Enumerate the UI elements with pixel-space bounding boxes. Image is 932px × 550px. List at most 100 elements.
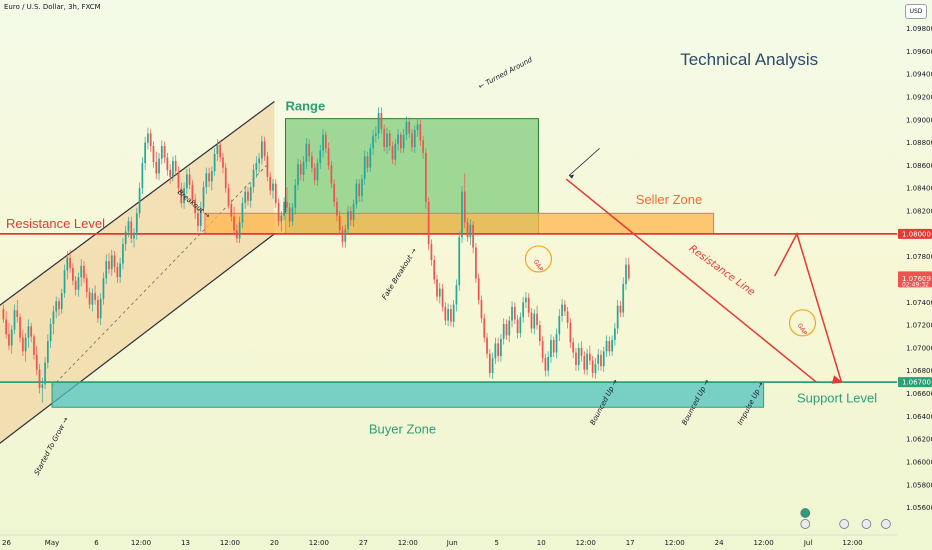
candle-body (311, 156, 313, 168)
projection-path (774, 231, 843, 383)
candle-body (174, 160, 177, 172)
y-tick-label: 1.08600 (906, 162, 932, 170)
x-tick-label: 5 (495, 539, 499, 547)
candle-body (461, 191, 463, 238)
candle-body (413, 130, 416, 148)
candle-body (294, 184, 297, 208)
candle-body (586, 353, 588, 370)
candle-body (316, 163, 319, 181)
candle-body (116, 266, 119, 278)
candle-body (85, 278, 88, 293)
candle-body (625, 264, 627, 285)
candle-body (536, 313, 538, 326)
y-tick-label: 1.06600 (906, 390, 932, 398)
anno-started-to-grow: Started To Grow → (33, 416, 70, 477)
candle-body (577, 347, 580, 366)
candle-body (408, 122, 411, 134)
candle-body (433, 260, 436, 280)
candle-body (541, 341, 544, 359)
candle-body (19, 317, 21, 338)
candle-body (13, 310, 16, 330)
y-tick-label: 1.07000 (906, 344, 932, 352)
candle-body (83, 265, 85, 279)
candle-body (591, 360, 594, 374)
candle-body (205, 173, 208, 188)
candle-body (572, 342, 575, 353)
candle-body (261, 141, 263, 159)
candle-body (525, 297, 527, 303)
candle-body (269, 176, 272, 191)
candle-body (394, 143, 397, 160)
candle-body (88, 292, 91, 305)
y-tick-label: 1.05600 (906, 504, 932, 512)
candle-body (194, 199, 197, 214)
candle-body (213, 154, 216, 172)
candle-body (511, 306, 513, 321)
x-tick-label: 12:00 (220, 539, 240, 547)
event-icon (800, 519, 811, 529)
candle-body (35, 354, 38, 370)
candle-body (302, 161, 305, 175)
candle-body (327, 148, 330, 166)
candle-body (466, 222, 469, 238)
candle-body (66, 257, 69, 271)
candle-body (105, 261, 108, 279)
y-tick-label: 1.08400 (906, 185, 932, 193)
candle-body (391, 146, 394, 160)
candle-body (594, 363, 597, 374)
candle-body (399, 134, 402, 149)
candle-body (94, 293, 96, 301)
x-tick-label: Jul (803, 539, 813, 547)
tag-support-text: 1.06700 (902, 379, 931, 387)
candle-body (589, 353, 591, 361)
candle-body (30, 326, 33, 337)
candle-body (172, 160, 174, 177)
candle-body (419, 124, 422, 141)
candle-body (299, 164, 302, 175)
candle-body (291, 207, 294, 222)
pointer-arrow-line (568, 148, 600, 176)
candle-body (444, 306, 447, 321)
candle-body (411, 133, 413, 148)
candle-body (338, 215, 341, 231)
candle-body (608, 341, 611, 352)
candle-body (38, 369, 41, 388)
candle-body (286, 201, 288, 208)
candle-body (122, 244, 124, 264)
candle-body (130, 221, 133, 239)
candle-body (380, 112, 383, 129)
candle-body (494, 343, 497, 359)
y-tick-label: 1.09400 (906, 71, 932, 79)
candle-body (163, 146, 166, 158)
candle-body (363, 156, 366, 180)
currency-badge[interactable]: USD (905, 4, 927, 19)
candle-body (60, 293, 63, 310)
candle-body (41, 384, 44, 388)
candle-body (252, 169, 255, 188)
anno-turned-around: ← Turned Around (477, 55, 534, 90)
candle-body (119, 263, 121, 278)
candle-body (44, 362, 46, 385)
candle-body (627, 264, 630, 279)
gap-2-circle (788, 309, 817, 337)
candle-body (27, 326, 30, 338)
candle-body (210, 171, 213, 182)
candle-body (166, 157, 169, 170)
candle-body (602, 351, 605, 367)
candle-body (422, 140, 424, 153)
candle-body (224, 167, 227, 189)
candle-body (297, 164, 299, 185)
candle-body (519, 317, 522, 334)
candle-body (133, 232, 135, 239)
tag-resistance-text: 1.08000 (902, 230, 931, 238)
candle-body (427, 201, 430, 245)
candle-body (336, 201, 338, 216)
tag-current-sub: 02:49:32 (902, 281, 929, 288)
candle-body (183, 188, 185, 204)
candle-body (277, 203, 280, 222)
candle-body (352, 204, 355, 221)
candle-body (555, 334, 558, 353)
x-tick-label: 26 (2, 539, 11, 547)
candle-body (583, 355, 586, 370)
candle-body (160, 146, 163, 159)
